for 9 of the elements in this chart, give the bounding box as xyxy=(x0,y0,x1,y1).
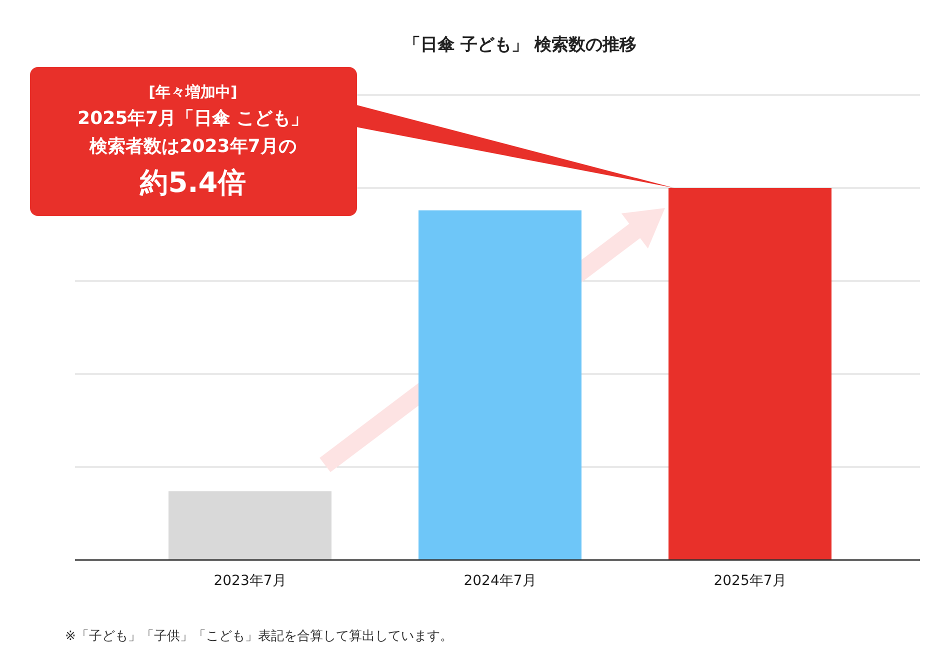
x-tick-label: 2024年7月 xyxy=(464,573,536,589)
x-tick-label: 2023年7月 xyxy=(214,573,286,589)
annotation: 約5.4倍 xyxy=(139,166,246,199)
x-tick-label: 2025年7月 xyxy=(714,573,786,589)
text: 検索者数は2023年7月の xyxy=(88,136,296,157)
text: [年々増加中] xyxy=(148,83,238,101)
text: 2025年7月「日傘 こども」 xyxy=(78,108,308,129)
text: ※「子ども」「子供」「こども」表記を合算して算出しています。 xyxy=(65,629,453,644)
chart-title: 「日傘 子ども」 検索数の推移 xyxy=(404,35,636,55)
